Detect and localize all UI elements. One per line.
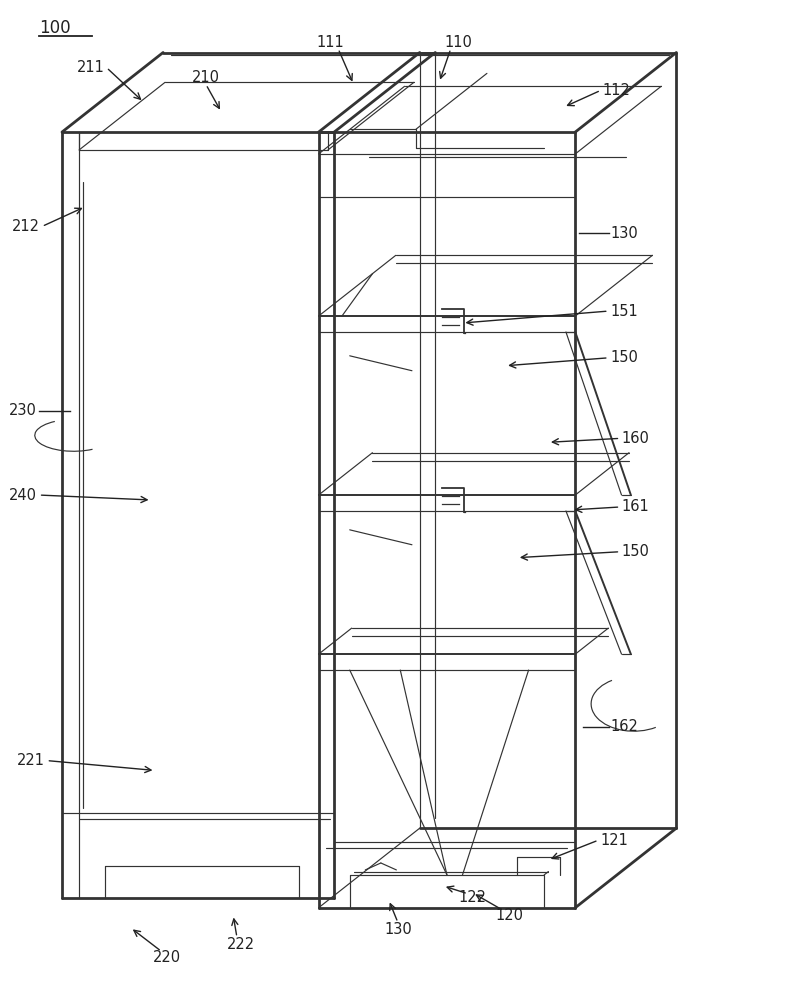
Text: 212: 212 xyxy=(13,219,40,234)
Text: 100: 100 xyxy=(39,19,70,37)
Text: 111: 111 xyxy=(317,35,344,50)
Text: 220: 220 xyxy=(153,950,181,965)
Text: 112: 112 xyxy=(603,83,630,98)
Text: 161: 161 xyxy=(622,499,649,514)
Text: 230: 230 xyxy=(9,403,37,418)
Text: 162: 162 xyxy=(610,719,638,734)
Text: 222: 222 xyxy=(227,937,255,952)
Text: 240: 240 xyxy=(9,488,37,503)
Text: 210: 210 xyxy=(191,70,220,85)
Text: 211: 211 xyxy=(77,60,105,75)
Text: 160: 160 xyxy=(622,431,650,446)
Text: 122: 122 xyxy=(459,890,487,905)
Text: 150: 150 xyxy=(622,544,650,559)
Text: 221: 221 xyxy=(17,753,45,768)
Text: 110: 110 xyxy=(444,35,473,50)
Text: 151: 151 xyxy=(610,304,638,319)
Text: 150: 150 xyxy=(610,350,638,365)
Text: 121: 121 xyxy=(600,833,628,848)
Text: 130: 130 xyxy=(610,226,638,241)
Text: 130: 130 xyxy=(384,922,412,937)
Text: 120: 120 xyxy=(495,908,523,923)
